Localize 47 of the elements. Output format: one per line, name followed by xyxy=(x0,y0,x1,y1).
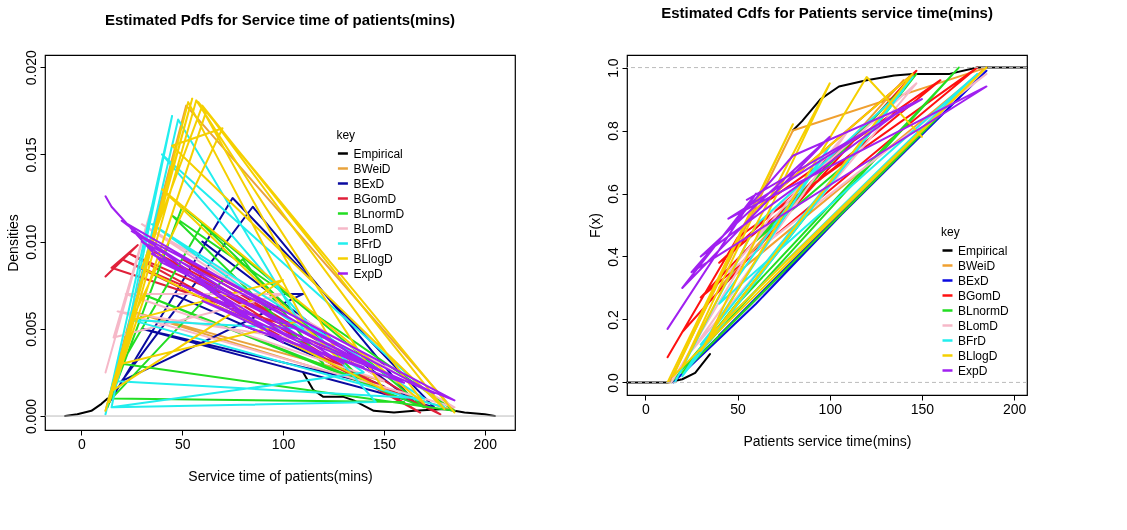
x-tick-label: 50 xyxy=(174,435,191,452)
legend-label: Empirical xyxy=(958,243,1008,258)
legend-label: ExpD xyxy=(958,363,988,378)
y-tick-label: 0.8 xyxy=(604,121,621,141)
x-axis-title: Service time of patients(mins) xyxy=(188,467,373,484)
x-axis-title: Patients service time(mins) xyxy=(743,432,912,449)
y-tick-label: 0.0 xyxy=(604,372,621,393)
legend-title: key xyxy=(336,128,356,142)
legend-label: BLlogD xyxy=(958,348,998,363)
legend-label: BGomD xyxy=(353,191,397,206)
chart-title: Estimated Pdfs for Service time of patients(mins) xyxy=(104,10,456,28)
legend-label: BLomD xyxy=(353,221,394,236)
x-tick-label: 200 xyxy=(473,435,498,452)
legend-label: BLnormD xyxy=(353,206,405,221)
x-tick-label: 100 xyxy=(818,400,843,417)
legend-label: BExD xyxy=(353,176,385,191)
y-tick-label: 0.020 xyxy=(22,49,39,86)
legend-title: key xyxy=(941,225,960,239)
x-tick-label: 50 xyxy=(730,400,747,417)
legend-label: BLnormD xyxy=(958,303,1010,318)
legend-label: BLomD xyxy=(958,318,999,333)
legend-label: ExpD xyxy=(353,266,384,281)
x-tick-label: 200 xyxy=(1002,400,1027,417)
y-tick-label: 0.2 xyxy=(604,310,621,330)
y-tick-label: 0.010 xyxy=(22,224,39,260)
x-tick-label: 0 xyxy=(642,400,651,417)
legend-label: BExD xyxy=(958,273,990,288)
x-tick-label: 100 xyxy=(271,435,296,452)
x-tick-label: 150 xyxy=(372,435,397,452)
y-tick-label: 0.005 xyxy=(22,311,39,347)
y-tick-label: 0.000 xyxy=(22,398,39,435)
x-tick-label: 150 xyxy=(910,400,935,417)
y-tick-label: 1.0 xyxy=(604,58,621,78)
chart-title: Estimated Cdfs for Patients service time(mins) xyxy=(661,4,993,21)
y-axis-title: F(x) xyxy=(586,213,603,238)
legend-label: Empirical xyxy=(353,146,403,161)
legend-label: BFrD xyxy=(353,236,382,251)
legend-label: BLlogD xyxy=(353,251,394,266)
y-axis-title: Densities xyxy=(4,214,21,272)
y-tick-label: 0.6 xyxy=(604,184,621,204)
x-tick-label: 0 xyxy=(77,435,86,452)
y-tick-label: 0.4 xyxy=(604,247,621,267)
legend-label: BGomD xyxy=(958,288,1002,303)
y-tick-label: 0.015 xyxy=(22,137,39,173)
legend-label: BFrD xyxy=(958,333,987,348)
legend-label: BWeiD xyxy=(353,161,391,176)
legend-label: BWeiD xyxy=(958,258,996,273)
